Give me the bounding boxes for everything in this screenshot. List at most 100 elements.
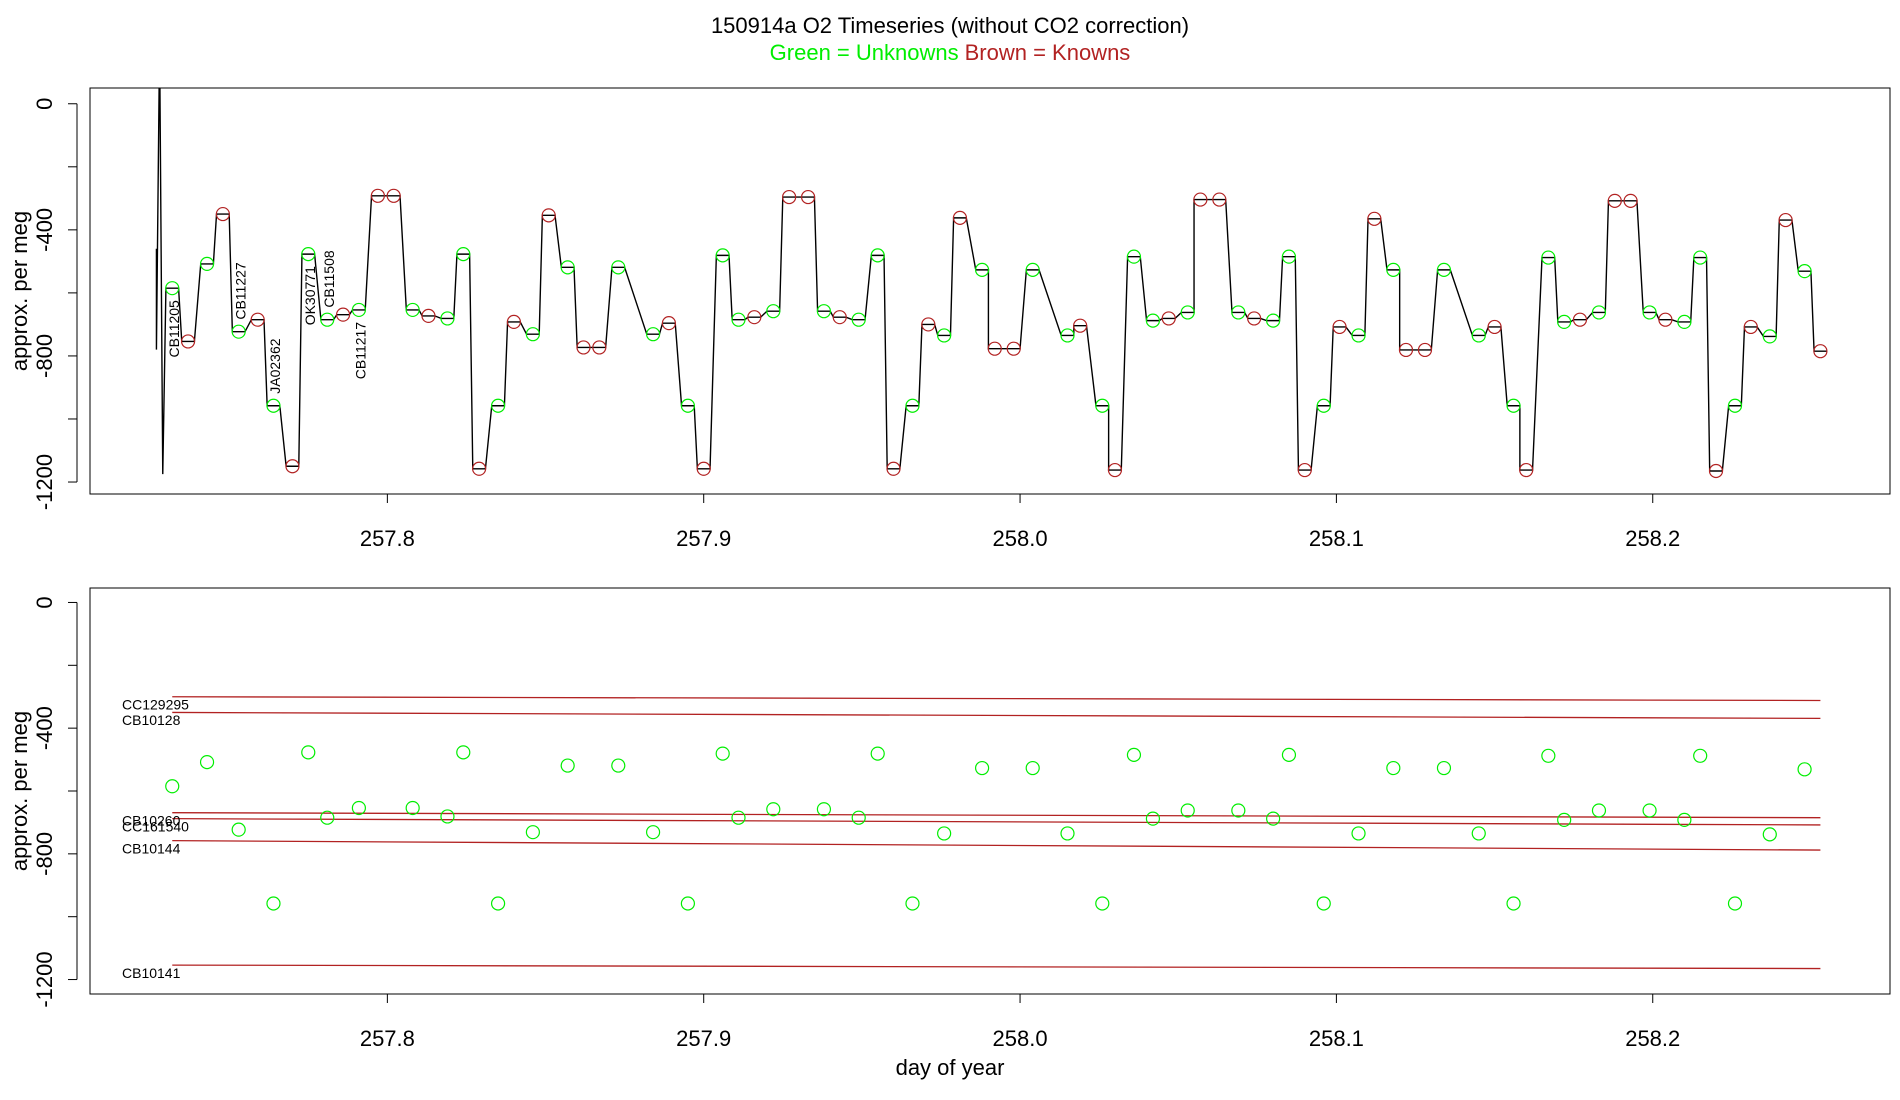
data-point	[1506, 398, 1521, 413]
plot-frame	[89, 87, 1891, 495]
subtitle: Green = Unknowns Brown = Knowns	[770, 40, 1131, 65]
data-point	[165, 779, 180, 794]
data-point	[1541, 748, 1556, 763]
data-point	[715, 248, 730, 263]
subtitle-part: Brown = Knowns	[965, 40, 1131, 65]
data-point	[611, 758, 626, 773]
data-point	[1642, 803, 1657, 818]
data-point	[165, 281, 180, 296]
data-point	[1180, 803, 1195, 818]
y-tick-label: -400	[32, 208, 57, 252]
data-point	[1161, 311, 1176, 326]
data-point	[405, 800, 420, 816]
data-point	[1266, 313, 1281, 328]
reference-line	[172, 964, 1821, 970]
data-point	[816, 802, 832, 817]
data-point	[1316, 896, 1331, 911]
data-point	[1572, 312, 1588, 327]
data-point	[1762, 329, 1777, 344]
data-point	[440, 809, 455, 824]
data-point	[231, 822, 246, 837]
data-point	[1398, 342, 1414, 358]
data-point	[832, 310, 847, 325]
data-point	[870, 248, 885, 263]
reference-label: CB10144	[122, 840, 181, 856]
data-point	[1778, 212, 1793, 228]
data-point	[1623, 193, 1638, 208]
data-point	[215, 206, 230, 222]
data-point	[987, 341, 1002, 356]
data-point	[1095, 398, 1110, 413]
data-point	[766, 802, 781, 817]
data-point	[1417, 342, 1433, 358]
data-point	[1591, 305, 1607, 320]
data-point	[1126, 249, 1142, 264]
data-point	[1557, 314, 1572, 329]
data-point	[1386, 760, 1401, 776]
data-point	[661, 316, 677, 331]
data-point	[1471, 328, 1486, 343]
data-point	[696, 461, 711, 476]
y-tick-label: -800	[32, 334, 57, 378]
data-point	[320, 810, 335, 825]
data-point	[680, 398, 695, 413]
x-tick-label: 258.0	[993, 1026, 1048, 1051]
data-point	[1231, 305, 1246, 320]
x-tick-label: 257.9	[676, 1026, 731, 1051]
data-point	[1693, 250, 1708, 265]
data-point	[952, 210, 968, 225]
x-tick-label: 257.9	[676, 526, 731, 551]
data-point	[560, 758, 575, 773]
data-point	[1471, 826, 1486, 841]
data-point	[320, 312, 335, 327]
data-point	[1316, 398, 1331, 413]
data-point	[1677, 314, 1692, 329]
x-tick-label: 257.8	[360, 526, 415, 551]
data-point	[1813, 344, 1828, 359]
data-point	[541, 208, 556, 223]
sample-label: CB11217	[353, 322, 369, 380]
data-point	[490, 896, 506, 911]
data-point	[592, 340, 607, 355]
data-point	[301, 247, 316, 262]
sample-label: OK30771	[302, 266, 318, 325]
data-point	[731, 312, 746, 327]
data-point	[560, 260, 575, 275]
data-point	[1006, 341, 1021, 356]
data-point	[1727, 896, 1743, 911]
data-point	[1351, 826, 1366, 841]
data-point	[1145, 811, 1161, 826]
data-point	[1797, 264, 1812, 279]
data-point	[266, 398, 281, 413]
data-point	[1797, 762, 1812, 777]
plot-area	[155, 88, 1828, 479]
data-point	[1506, 896, 1521, 911]
data-point	[1762, 827, 1777, 842]
data-point	[1247, 311, 1262, 326]
x-tick-label: 257.8	[360, 1026, 415, 1051]
reference-label: CC161540	[122, 818, 189, 834]
chart-title: 150914a O2 Timeseries (without CO2 corre…	[711, 13, 1189, 38]
data-point	[180, 334, 196, 349]
data-point	[921, 317, 936, 332]
y-tick-label: 0	[32, 98, 57, 110]
data-point	[421, 308, 436, 324]
data-point	[905, 896, 920, 911]
data-point	[731, 810, 746, 825]
data-point	[1708, 463, 1724, 479]
data-point	[1025, 760, 1040, 776]
trace-line	[155, 88, 1827, 475]
data-point	[1095, 896, 1110, 911]
data-point	[472, 461, 487, 476]
data-point	[301, 745, 316, 760]
data-point	[506, 314, 522, 329]
data-point	[870, 746, 885, 761]
x-tick-label: 258.2	[1625, 1026, 1680, 1051]
data-point	[1281, 747, 1297, 762]
data-point	[1591, 803, 1607, 818]
data-point	[1693, 748, 1708, 763]
data-point	[335, 307, 351, 322]
data-point	[405, 302, 420, 318]
data-point	[1212, 192, 1227, 207]
